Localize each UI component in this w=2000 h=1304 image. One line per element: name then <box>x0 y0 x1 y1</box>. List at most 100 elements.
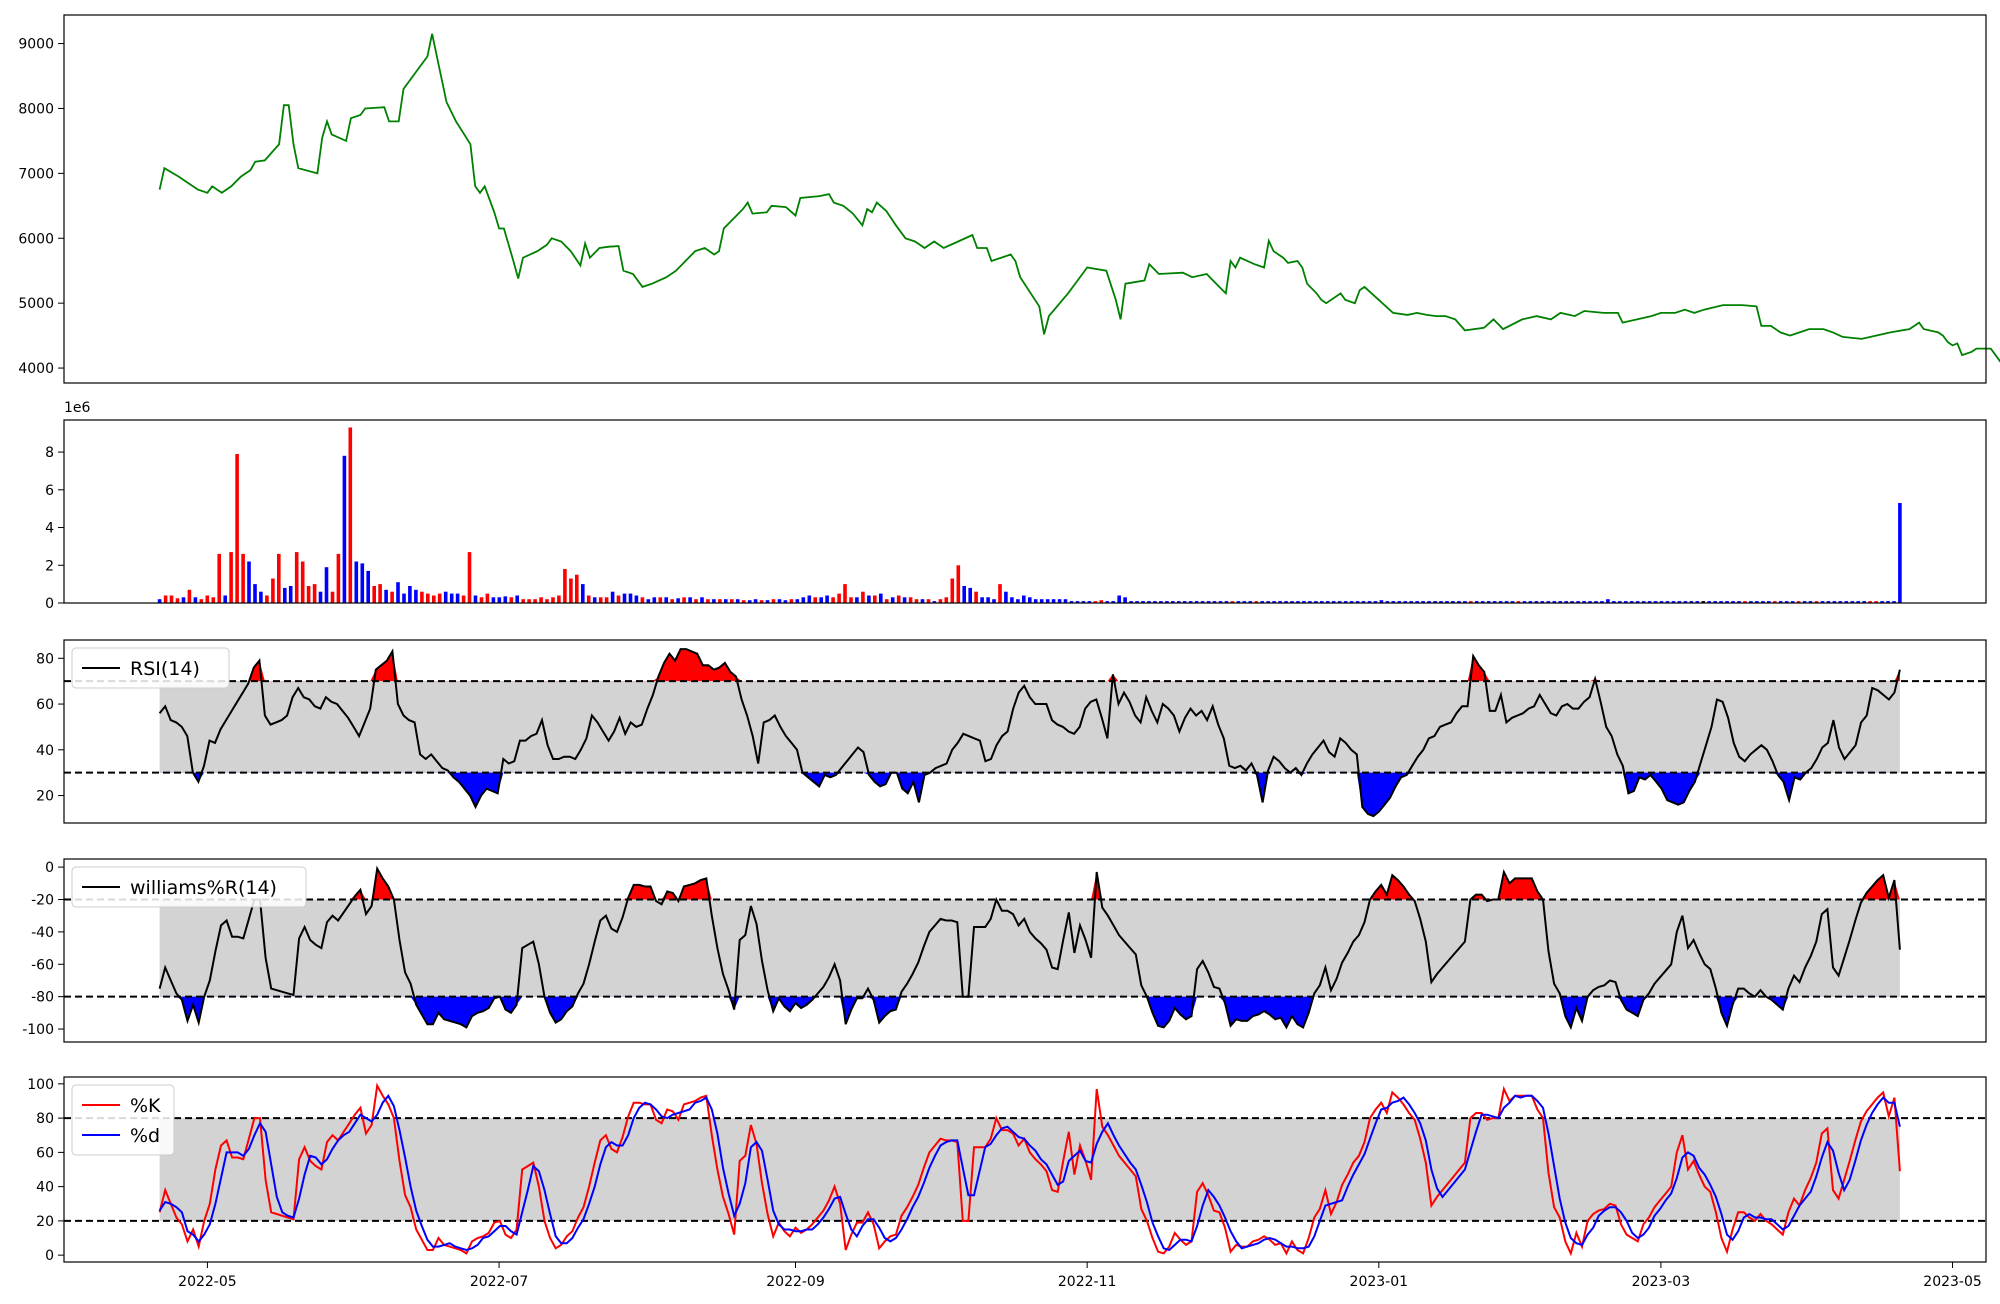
volume-bar <box>1582 601 1586 603</box>
rsi-frame <box>63 639 1987 824</box>
volume-bar <box>950 578 955 603</box>
price-ytick-label: 9000 <box>18 37 54 53</box>
volume-ytick-label: 2 <box>45 558 54 574</box>
volume-bar <box>1081 601 1086 603</box>
volume-bar <box>879 593 883 603</box>
volume-bar <box>718 599 722 603</box>
volume-bar <box>539 597 543 603</box>
volume-bar <box>1784 601 1789 603</box>
volume-bar <box>783 600 788 603</box>
volume-bar <box>551 597 555 603</box>
rsi-legend-label: RSI(14) <box>130 658 200 680</box>
price-ytick-label: 8000 <box>18 101 54 117</box>
volume-bar <box>1397 601 1402 603</box>
volume-bar <box>735 599 740 603</box>
volume-bar <box>1600 601 1604 603</box>
volume-bar <box>1349 601 1354 603</box>
volume-bar <box>1218 601 1223 603</box>
volume-bar <box>652 597 657 603</box>
volume-bar <box>932 601 937 603</box>
volume-bar <box>533 599 537 603</box>
volume-bar <box>557 595 561 603</box>
volume-bar <box>1004 591 1008 603</box>
volume-bar <box>992 599 996 603</box>
volume-frame <box>63 419 1987 604</box>
volume-bar <box>1731 601 1735 603</box>
volume-bar <box>902 597 907 603</box>
rsi-ytick-label: 60 <box>36 697 54 713</box>
volume-bar <box>1045 599 1050 603</box>
volume-bar <box>181 597 186 603</box>
volume-bar <box>1480 601 1485 603</box>
volume-bar <box>336 553 341 603</box>
stochastic-ytick-label: 40 <box>36 1180 54 1196</box>
volume-bar <box>324 567 329 603</box>
volume-bar <box>384 589 388 603</box>
volume-bar <box>1367 601 1372 603</box>
volume-bar <box>1284 601 1288 603</box>
volume-bar <box>1194 601 1199 603</box>
volume-bar <box>432 595 436 603</box>
volume-bar <box>1594 601 1598 603</box>
volume-bar <box>503 596 508 603</box>
volume-bar <box>1635 601 1640 603</box>
volume-bar <box>1677 601 1682 603</box>
volume-bar <box>1153 601 1157 603</box>
volume-bar <box>1850 601 1855 603</box>
volume-bar <box>765 600 770 603</box>
volume-bar <box>873 595 877 603</box>
volume-bar <box>1737 601 1741 603</box>
volume-ytick-label: 4 <box>45 521 54 537</box>
volume-bar <box>575 574 579 603</box>
volume-bar <box>908 597 913 603</box>
volume-bar <box>1868 601 1872 603</box>
volume-bar <box>1361 601 1366 603</box>
volume-bar <box>890 597 895 603</box>
volume-bar <box>211 597 216 603</box>
volume-bar <box>342 455 347 603</box>
williams-frame <box>63 858 1987 1043</box>
volume-bar <box>604 597 609 603</box>
volume-bar <box>1665 601 1670 603</box>
price-ytick-label: 6000 <box>18 231 54 247</box>
volume-bar <box>396 582 400 603</box>
volume-bar <box>1391 601 1396 603</box>
volume-bar <box>366 570 370 603</box>
stochastic-ytick-label: 0 <box>45 1248 54 1264</box>
volume-bar <box>1516 601 1521 603</box>
volume-bar <box>676 598 680 603</box>
volume-bar <box>920 599 925 603</box>
volume-bar <box>694 599 698 603</box>
williams-ytick-label: -80 <box>31 990 54 1006</box>
volume-bar <box>1272 601 1276 603</box>
volume-bar <box>545 599 549 603</box>
volume-bar <box>753 599 758 603</box>
volume-bar <box>598 597 603 603</box>
volume-bar <box>277 553 281 603</box>
williams-legend-box <box>71 866 307 908</box>
volume-bar <box>253 584 257 603</box>
volume-bar <box>1463 601 1467 603</box>
stochastic-d-line <box>158 1094 1901 1252</box>
volume-bar <box>1212 601 1217 603</box>
volume-bar <box>1165 601 1169 603</box>
volume-bar <box>348 427 353 603</box>
volume-bar <box>1826 601 1831 603</box>
volume-bar <box>527 599 531 603</box>
williams-line <box>158 865 1901 1031</box>
stochastic-legend-box <box>71 1084 175 1156</box>
x-tick-label: 2022-11 <box>1058 1274 1117 1290</box>
volume-bar <box>1117 595 1121 603</box>
volume-bar <box>1171 601 1175 603</box>
volume-bar <box>855 597 859 603</box>
volume-bar <box>1892 601 1896 603</box>
volume-bar <box>1433 601 1437 603</box>
volume-bar <box>437 593 442 603</box>
volume-bar <box>825 595 829 603</box>
volume-bar <box>360 563 365 603</box>
volume-bar <box>1778 601 1783 603</box>
volume-bar <box>1403 601 1408 603</box>
stochastic-legend-label: %K <box>130 1095 161 1117</box>
volume-bar <box>1260 601 1264 603</box>
